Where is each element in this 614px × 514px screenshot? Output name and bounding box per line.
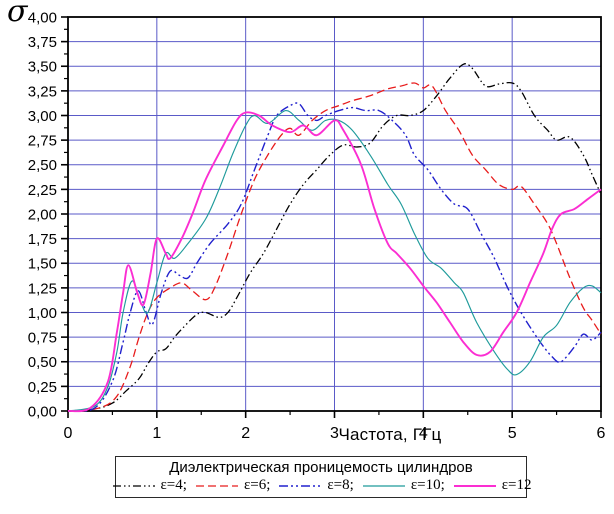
y-tick-label: 0,75 [28,330,57,347]
y-tick-label: 1,75 [28,231,57,248]
y-tick-label: 3,00 [28,108,57,125]
legend-line-sample-eps-6 [195,484,238,487]
y-tick-label: 0,25 [28,379,57,396]
legend-label-eps-12: ε=12 [501,477,532,493]
x-axis-label: Частота, ГГц [338,425,442,444]
series-curve-eps-4 [67,63,602,412]
y-tick-label: 1,00 [28,305,57,322]
legend-line-sample-eps-10 [362,484,405,487]
legend-item-eps-12: ε=12 [452,477,532,494]
y-axis-sigma-label: σ [7,0,28,29]
legend-item-eps-6: ε=6; [194,477,270,494]
y-tick-label: 4,00 [28,9,57,26]
legend-items: ε=4; ε=6; ε=8; ε=10; ε=12 [112,477,532,494]
legend-box: Диэлектрическая проницемость цилиндров ε… [112,456,532,498]
x-tick-label: 2 [241,425,250,442]
series-curve-eps-12 [67,111,602,413]
y-tick-label: 3,75 [28,34,57,51]
y-tick-label: 2,50 [28,157,57,174]
y-tick-label: 1,25 [28,280,57,297]
legend-item-eps-10: ε=10; [361,477,445,494]
legend-line-sample-eps-8 [279,484,322,487]
y-tick-label: 2,25 [28,182,57,199]
plot-area: 0,00 0,25 0,50 0,75 1,00 1,25 1,50 1,75 2,00 2,25… [28,9,606,442]
legend-label-eps-4: ε=4; [160,477,187,493]
y-tick-label: 0,00 [28,403,57,420]
x-tick-label: 4 [419,425,428,442]
y-tick-label: 3,50 [28,59,57,76]
series-curve-eps-6 [67,82,602,412]
y-tick-label: 0,50 [28,354,57,371]
x-tick-label: 1 [152,425,161,442]
y-tick-label: 2,00 [28,206,57,223]
series-curve-eps-8 [67,102,602,412]
legend-label-eps-8: ε=8; [327,477,354,493]
legend-item-eps-8: ε=8; [277,477,354,494]
x-tick-label: 0 [64,425,73,442]
y-tick-label: 2,75 [28,133,57,150]
legend-line-sample-eps-12 [453,484,496,487]
series-curve-eps-10 [67,110,602,412]
x-tick-label: 6 [597,425,606,442]
y-tick-label: 1,50 [28,256,57,273]
x-tick-label: 3 [330,425,339,442]
legend-item-eps-4: ε=4; [111,477,187,494]
legend-title: Диэлектрическая проницемость цилиндров [169,459,473,476]
legend-label-eps-10: ε=10; [410,477,445,493]
legend-label-eps-6: ε=6; [243,477,271,493]
x-tick-label: 5 [508,425,517,442]
y-tick-label: 3,25 [28,83,57,100]
legend-line-sample-eps-4 [112,484,155,487]
